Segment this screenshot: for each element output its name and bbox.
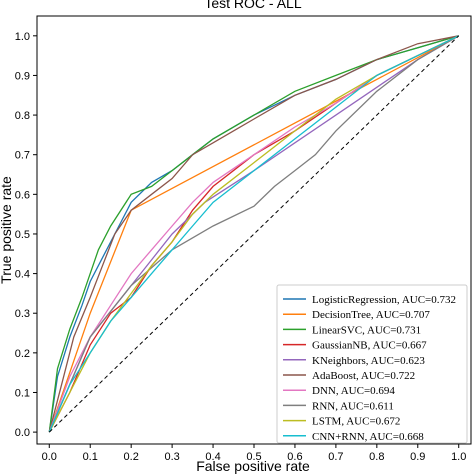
legend-label: DNN, AUC=0.694	[312, 385, 395, 397]
x-tick-label: 0.3	[164, 451, 179, 463]
legend-label: CNN+RNN, AUC=0.668	[312, 431, 424, 443]
y-tick-label: 1.0	[15, 31, 30, 43]
x-tick-label: 0.1	[83, 451, 98, 463]
y-tick-label: 0.9	[15, 70, 30, 82]
series-line-9	[48, 35, 459, 433]
legend-items: LogisticRegression, AUC=0.732 DecisionTre…	[283, 294, 456, 443]
series-lines	[48, 35, 460, 433]
legend-label: LinearSVC, AUC=0.731	[312, 324, 421, 336]
series-line-6	[48, 35, 459, 433]
legend: LogisticRegression, AUC=0.732 DecisionTre…	[276, 284, 468, 444]
legend-label: RNN, AUC=0.611	[312, 400, 394, 412]
legend-label: LSTM, AUC=0.672	[312, 416, 400, 428]
x-tick-label: 1.0	[451, 451, 466, 463]
series-line-5	[48, 35, 459, 433]
y-tick-label: 0.5	[15, 229, 30, 241]
y-tick-label: 0.3	[15, 308, 30, 320]
x-axis-label: False positive rate	[196, 458, 310, 474]
legend-label: LogisticRegression, AUC=0.732	[312, 294, 456, 306]
y-tick-label: 0.2	[15, 348, 30, 360]
x-tick-label: 0.7	[328, 451, 343, 463]
y-axis-ticks: 0.0 0.1 0.2 0.3 0.4 0.5 0.6 0.7 0.8 0.9 1.0	[15, 31, 37, 439]
x-tick-label: 0.0	[42, 451, 57, 463]
series-line-1	[48, 35, 460, 433]
y-tick-label: 0.8	[15, 110, 30, 122]
x-tick-label: 0.8	[369, 451, 384, 463]
x-axis-ticks: 0.0 0.1 0.2 0.3 0.4 0.5 0.6 0.7 0.8 0.9 1.0	[42, 444, 466, 463]
x-tick-label: 0.2	[124, 451, 139, 463]
y-tick-label: 0.6	[15, 189, 30, 201]
legend-label: GaussianNB, AUC=0.667	[312, 340, 427, 352]
x-tick-label: 0.6	[287, 451, 302, 463]
x-tick-label: 0.4	[205, 451, 220, 463]
series-line-7	[48, 35, 460, 433]
y-axis-label: True positive rate	[0, 176, 14, 284]
legend-label: DecisionTree, AUC=0.707	[312, 309, 430, 321]
y-tick-label: 0.1	[15, 387, 30, 399]
chart-title: Test ROC - ALL	[204, 0, 301, 11]
legend-box	[276, 284, 468, 444]
x-tick-label: 0.5	[246, 451, 261, 463]
x-tick-label: 0.9	[410, 451, 425, 463]
legend-label: AdaBoost, AUC=0.722	[312, 370, 415, 382]
y-tick-label: 0.7	[15, 150, 30, 162]
series-line-2	[48, 35, 459, 433]
y-tick-label: 0.0	[15, 427, 30, 439]
y-tick-label: 0.4	[15, 269, 30, 281]
chance-diagonal	[48, 35, 460, 433]
legend-label: KNeighbors, AUC=0.623	[312, 355, 425, 367]
